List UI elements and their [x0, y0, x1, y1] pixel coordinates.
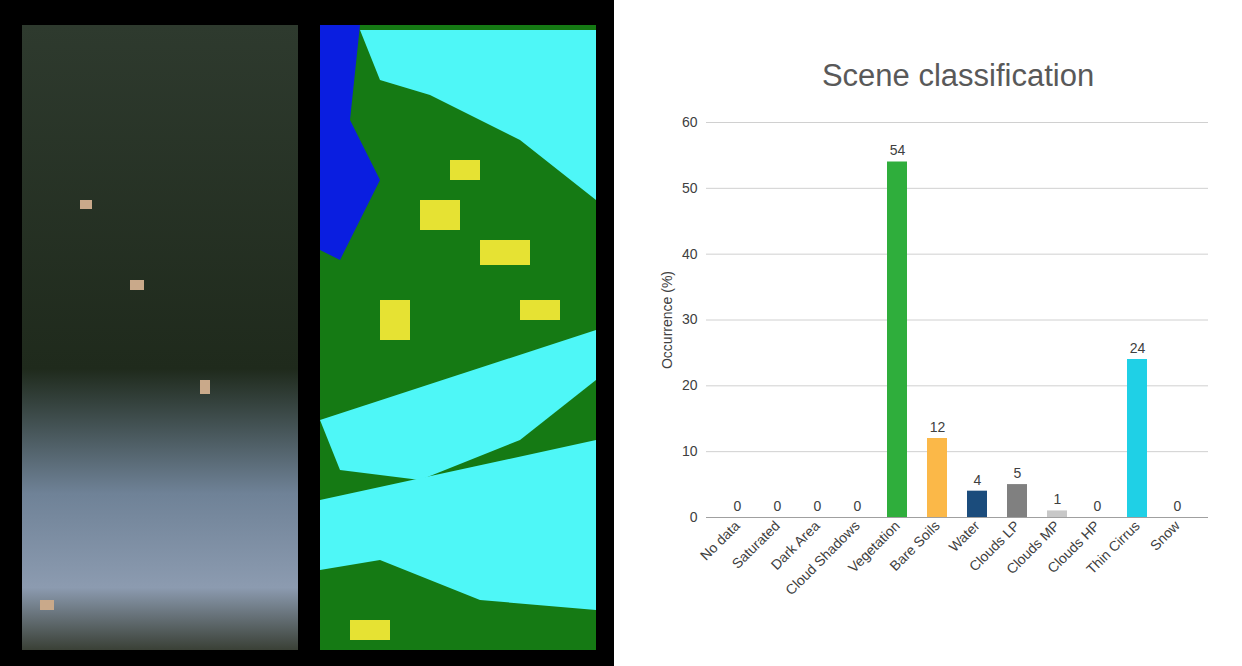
svg-text:Dark Area: Dark Area: [767, 517, 823, 573]
svg-text:4: 4: [974, 472, 982, 488]
svg-text:Snow: Snow: [1147, 517, 1184, 554]
svg-text:54: 54: [890, 142, 906, 158]
svg-text:Clouds HP: Clouds HP: [1044, 517, 1103, 577]
svg-text:No data: No data: [696, 517, 743, 564]
svg-text:0: 0: [854, 498, 862, 514]
svg-text:1: 1: [1054, 491, 1062, 507]
svg-text:20: 20: [682, 377, 698, 393]
svg-text:0: 0: [774, 498, 782, 514]
html-text:Scene classification: Scene classification: [821, 58, 1095, 93]
svg-text:Occurrence (%): Occurrence (%): [659, 271, 675, 369]
svg-text:5: 5: [1014, 465, 1022, 481]
svg-text:Clouds MP: Clouds MP: [1003, 517, 1063, 578]
svg-text:12: 12: [930, 419, 946, 435]
svg-text:50: 50: [682, 180, 698, 196]
svg-text:Saturated: Saturated: [728, 517, 783, 572]
svg-text:0: 0: [814, 498, 822, 514]
svg-text:Cloud Shadows: Cloud Shadows: [782, 517, 863, 599]
svg-text:24: 24: [1130, 340, 1146, 356]
svg-text:Water: Water: [945, 517, 983, 555]
svg-text:60: 60: [682, 114, 698, 130]
svg-text:0: 0: [1174, 498, 1182, 514]
svg-text:10: 10: [682, 443, 698, 459]
svg-text:Vegetation: Vegetation: [844, 517, 903, 576]
svg-text:0: 0: [734, 498, 742, 514]
svg-text:0: 0: [690, 509, 698, 525]
svg-text:Clouds LP: Clouds LP: [965, 517, 1023, 575]
svg-text:40: 40: [682, 246, 698, 262]
svg-text:30: 30: [682, 311, 698, 327]
svg-text:0: 0: [1094, 498, 1102, 514]
svg-text:Thin Cirrus: Thin Cirrus: [1083, 517, 1143, 577]
svg-text:Bare Soils: Bare Soils: [886, 517, 942, 573]
